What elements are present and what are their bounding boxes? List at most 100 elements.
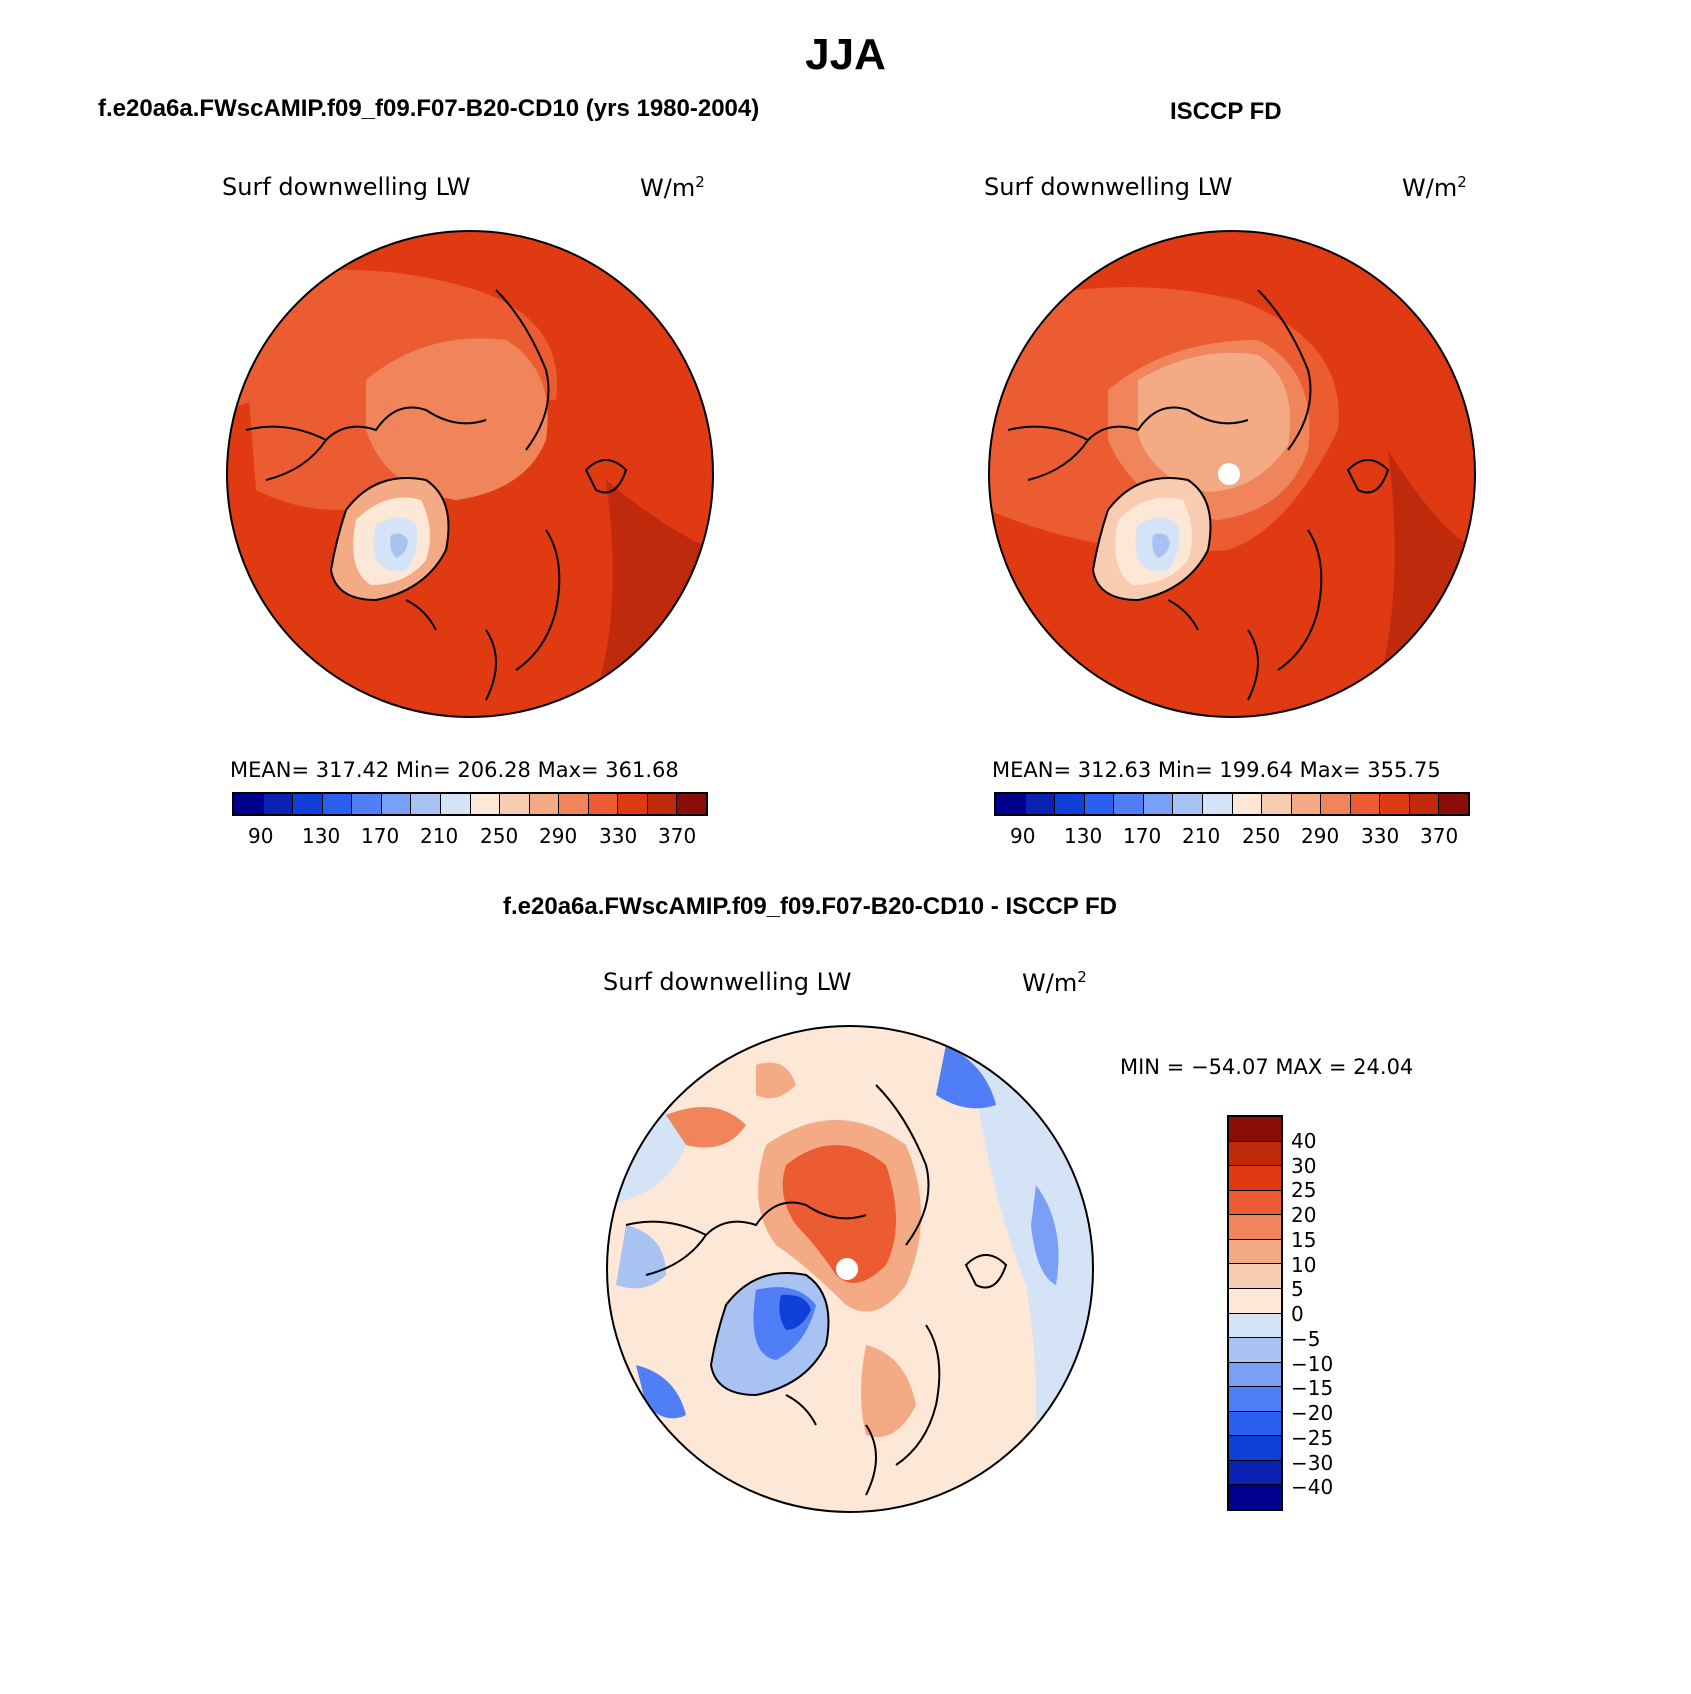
panel-2-units: W/m2	[1402, 173, 1467, 202]
colorbar-swatch	[1229, 1387, 1281, 1412]
panel-3-tick-label: 40	[1291, 1129, 1317, 1153]
panel-2-variable-label: Surf downwelling LW	[984, 173, 1233, 201]
panel-1-tick-label: 330	[599, 824, 638, 848]
colorbar-swatch	[500, 794, 530, 814]
colorbar-swatch	[263, 794, 294, 814]
panel-3-tick-label: 15	[1291, 1228, 1317, 1252]
panel-2-tick-label: 370	[1420, 824, 1459, 848]
colorbar-swatch	[1229, 1436, 1281, 1461]
colorbar-swatch	[1229, 1288, 1281, 1314]
panel-2-coastline	[1007, 289, 1390, 701]
panel-3-tick-label: −40	[1291, 1475, 1334, 1499]
colorbar-swatch	[559, 794, 589, 814]
panel-1-units: W/m2	[640, 173, 705, 202]
colorbar-swatch	[1229, 1239, 1281, 1265]
panel-3-tick-label: −10	[1291, 1352, 1334, 1376]
panel-3-tick-label: −15	[1291, 1376, 1334, 1400]
panel-3-title: f.e20a6a.FWscAMIP.f09_f09.F07-B20-CD10 -…	[503, 893, 1118, 920]
colorbar-swatch	[1229, 1411, 1281, 1437]
colorbar-swatch	[1229, 1313, 1281, 1339]
colorbar-swatch	[440, 794, 471, 814]
colorbar-swatch	[1173, 794, 1203, 814]
colorbar-swatch	[1229, 1460, 1281, 1486]
colorbar-swatch	[1229, 1485, 1281, 1509]
colorbar-swatch	[1232, 794, 1263, 814]
colorbar-swatch	[1229, 1190, 1281, 1216]
panel-2-title: ISCCP FD	[1170, 98, 1282, 125]
panel-1-tick-label: 90	[248, 824, 274, 848]
colorbar-swatch	[1229, 1117, 1281, 1142]
panel-2-pole-mask	[1218, 463, 1240, 485]
panel-1-field-greenland-core	[390, 533, 408, 558]
colorbar-swatch	[470, 794, 501, 814]
panel-3-field-positive	[666, 1107, 746, 1148]
panel-3-stats: MIN = −54.07 MAX = 24.04	[1120, 1055, 1414, 1079]
panel-2-tick-label: 90	[1010, 824, 1036, 848]
colorbar-swatch	[1143, 794, 1174, 814]
colorbar-swatch	[618, 794, 648, 814]
panel-1-tick-label: 210	[420, 824, 459, 848]
panel-3-tick-label: 10	[1291, 1253, 1317, 1277]
colorbar-swatch	[1025, 794, 1056, 814]
panel-1-variable-label: Surf downwelling LW	[222, 173, 471, 201]
panel-2-stats: MEAN= 312.63 Min= 199.64 Max= 355.75	[992, 758, 1441, 782]
panel-3-tick-label: 0	[1291, 1302, 1304, 1326]
panel-3-map	[606, 1025, 1094, 1513]
colorbar-swatch	[1229, 1166, 1281, 1191]
colorbar-swatch	[1291, 794, 1322, 814]
colorbar-swatch	[1229, 1362, 1281, 1388]
panel-3-units: W/m2	[1022, 968, 1087, 997]
panel-3-tick-label: −30	[1291, 1451, 1334, 1475]
panel-3-field-negative-strong	[936, 1045, 996, 1109]
panel-3-tick-label: −20	[1291, 1401, 1334, 1425]
colorbar-swatch	[1202, 794, 1233, 814]
panel-2-colorbar	[994, 792, 1470, 816]
panel-2-map	[988, 230, 1476, 718]
colorbar-swatch	[1114, 794, 1144, 814]
panel-3-pole-mask	[836, 1258, 858, 1280]
colorbar-swatch	[411, 794, 441, 814]
colorbar-swatch	[1055, 794, 1085, 814]
panel-3-field-positive	[861, 1345, 916, 1437]
colorbar-swatch	[352, 794, 382, 814]
colorbar-swatch	[1409, 794, 1440, 814]
colorbar-swatch	[588, 794, 619, 814]
panel-2-tick-label: 130	[1064, 824, 1103, 848]
colorbar-swatch	[996, 794, 1026, 814]
panel-2-field-greenland-core	[1152, 533, 1170, 558]
panel-1-map	[226, 230, 714, 718]
colorbar-swatch	[1229, 1338, 1281, 1363]
panel-3-variable-label: Surf downwelling LW	[603, 968, 852, 996]
panel-3-map-border	[606, 1025, 1094, 1513]
panel-2-tick-label: 250	[1242, 824, 1281, 848]
panel-1-stats: MEAN= 317.42 Min= 206.28 Max= 361.68	[230, 758, 679, 782]
panel-3-tick-label: 30	[1291, 1154, 1317, 1178]
panel-2-tick-label: 330	[1361, 824, 1400, 848]
colorbar-swatch	[677, 794, 706, 814]
panel-3-field-greenland-max	[779, 1294, 811, 1330]
panel-3-field-positive-strong	[782, 1145, 896, 1283]
main-title: JJA	[805, 30, 886, 79]
colorbar-swatch	[1229, 1141, 1281, 1167]
colorbar-swatch	[1321, 794, 1351, 814]
panel-1-field-arctic	[366, 338, 548, 500]
colorbar-swatch	[1229, 1264, 1281, 1289]
panel-3-tick-label: 20	[1291, 1203, 1317, 1227]
colorbar-swatch	[1084, 794, 1115, 814]
colorbar-swatch	[1439, 794, 1468, 814]
panel-3-tick-label: 25	[1291, 1178, 1317, 1202]
panel-2-tick-label: 170	[1123, 824, 1162, 848]
colorbar-swatch	[293, 794, 323, 814]
colorbar-swatch	[1350, 794, 1381, 814]
colorbar-swatch	[1262, 794, 1292, 814]
colorbar-swatch	[1380, 794, 1410, 814]
panel-3-colorbar	[1227, 1115, 1283, 1511]
colorbar-swatch	[322, 794, 353, 814]
colorbar-swatch	[381, 794, 412, 814]
colorbar-swatch	[1229, 1215, 1281, 1240]
panel-3-field-negative-strong	[1031, 1185, 1059, 1285]
panel-3-tick-label: 5	[1291, 1277, 1304, 1301]
panel-1-tick-label: 170	[361, 824, 400, 848]
panel-3-field-positive	[756, 1062, 796, 1099]
panel-3-tick-label: −25	[1291, 1426, 1334, 1450]
